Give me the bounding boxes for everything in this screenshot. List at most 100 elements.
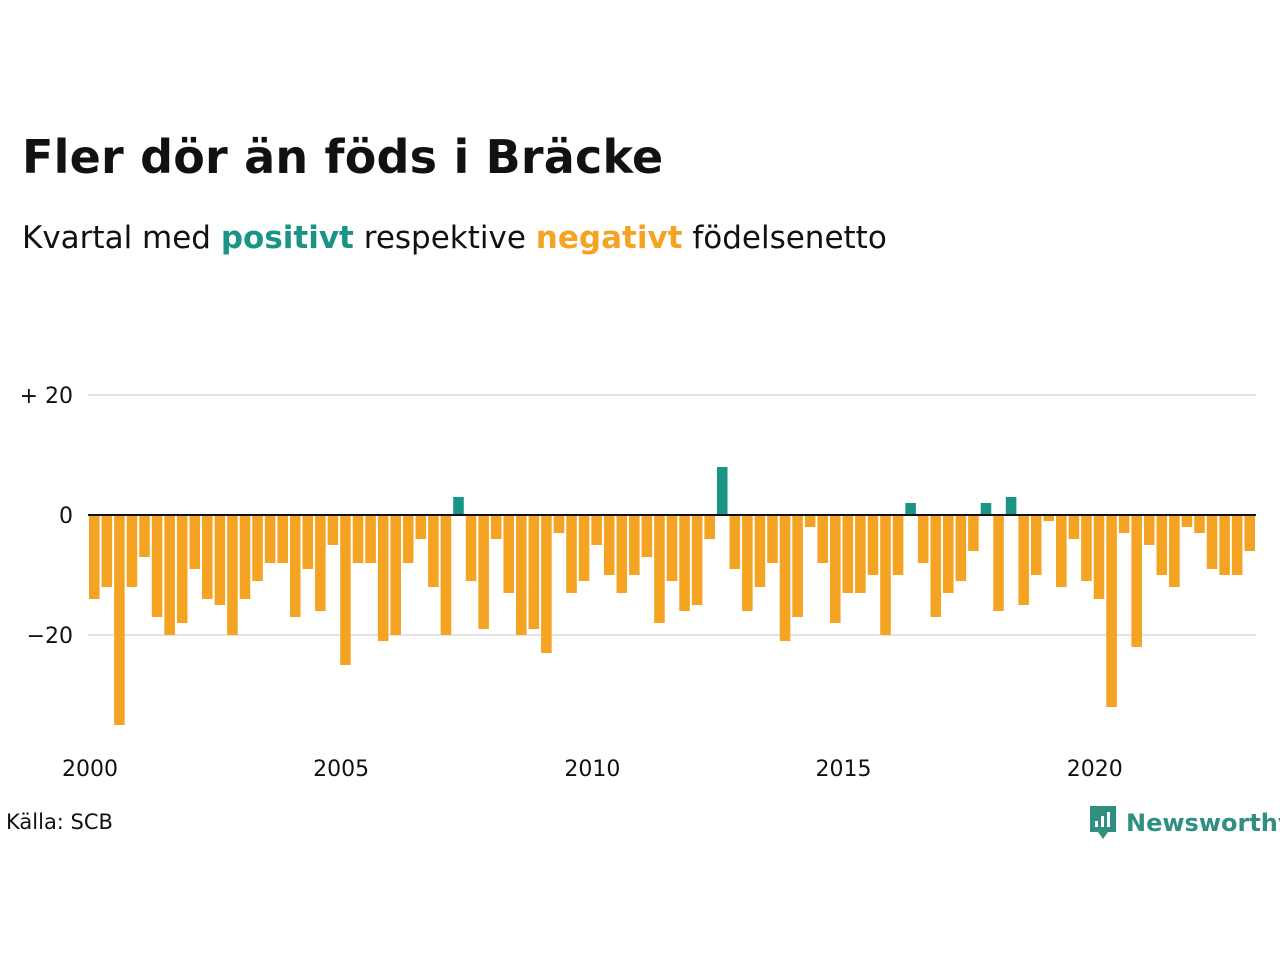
bar: [880, 515, 891, 635]
bar: [377, 515, 389, 641]
bar: [930, 515, 942, 617]
bar: [1231, 515, 1243, 575]
bar: [503, 515, 515, 593]
bar: [139, 515, 150, 557]
bar: [943, 515, 954, 593]
bar: [742, 515, 753, 611]
bar: [654, 515, 665, 623]
bar: [1131, 515, 1142, 647]
x-tick-label: 2010: [564, 757, 620, 782]
bar: [842, 515, 854, 593]
bar: [101, 515, 113, 587]
bar: [1206, 515, 1218, 569]
bar: [1181, 515, 1193, 527]
bar: [227, 515, 238, 635]
bars: [89, 467, 1255, 725]
bar: [1143, 515, 1155, 545]
x-tick-label: 2000: [62, 757, 118, 782]
bar: [327, 515, 339, 545]
bar: [151, 515, 163, 617]
bar: [1056, 515, 1067, 587]
bar: [917, 515, 929, 563]
bar: [892, 515, 904, 575]
bar: [829, 515, 841, 623]
bar: [1005, 497, 1017, 515]
bar: [603, 515, 615, 575]
bar: [955, 515, 967, 581]
bar: [352, 515, 364, 563]
bar: [239, 515, 251, 599]
bar: [302, 515, 314, 569]
bar: [754, 515, 766, 587]
y-axis-ticks: + 20 0 −20: [20, 384, 73, 649]
bar: [666, 515, 678, 581]
bar: [855, 515, 866, 593]
bar: [390, 515, 401, 635]
bar: [164, 515, 175, 635]
x-axis-ticks: 2000 2005 2010 2015 2020: [62, 757, 1123, 782]
bar: [1030, 515, 1042, 575]
bar: [89, 515, 100, 599]
bar: [729, 515, 741, 569]
bar: [277, 515, 288, 563]
bar: [1194, 515, 1205, 533]
bar: [1093, 515, 1105, 599]
bar: [315, 515, 326, 611]
bar: [176, 515, 188, 623]
bar: [905, 503, 916, 515]
bar: [679, 515, 690, 611]
bar: [252, 515, 263, 581]
y-tick-label: −20: [27, 624, 73, 649]
bar: [490, 515, 502, 539]
bar: [566, 515, 577, 593]
bar: [478, 515, 489, 629]
bar: [641, 515, 653, 557]
grid-lines: [88, 394, 1256, 636]
bar: [629, 515, 640, 575]
y-tick-label: + 20: [20, 384, 73, 409]
bar: [516, 515, 527, 635]
bar: [980, 503, 992, 515]
bar: [264, 515, 276, 563]
bar: [189, 515, 201, 569]
bar: [993, 515, 1004, 611]
bar: [214, 515, 226, 605]
bar: [1043, 515, 1055, 521]
bar: [340, 515, 351, 665]
subtitle-suffix: födelsenetto: [692, 220, 887, 256]
subtitle-positive-label: positivt: [220, 220, 354, 256]
x-tick-label: 2015: [816, 757, 872, 782]
bar: [867, 515, 879, 575]
bar: [289, 515, 301, 617]
bar: [1156, 515, 1168, 575]
y-tick-label: 0: [59, 504, 73, 529]
bar: [578, 515, 590, 581]
subtitle-negative-label: negativt: [535, 220, 683, 256]
source-note: Källa: SCB: [6, 810, 113, 834]
bar: [968, 515, 979, 551]
bar: [691, 515, 703, 605]
bar: [804, 515, 816, 527]
bar: [402, 515, 414, 563]
bar: [126, 515, 138, 587]
bar: [541, 515, 552, 653]
bar: [1118, 515, 1130, 533]
bar: [1244, 515, 1255, 551]
bar: [1018, 515, 1029, 605]
brand: Newsworthy: [1088, 804, 1280, 842]
bar: [1068, 515, 1080, 539]
bar: [1169, 515, 1180, 587]
bar: [1219, 515, 1230, 575]
subtitle-prefix: Kvartal med: [22, 220, 211, 256]
bar: [616, 515, 628, 593]
subtitle-middle: respektive: [363, 220, 526, 256]
bar: [440, 515, 452, 635]
bar: [415, 515, 427, 539]
bar: [428, 515, 439, 587]
x-tick-label: 2005: [313, 757, 369, 782]
bar: [1106, 515, 1117, 707]
bar: [202, 515, 213, 599]
bar: [553, 515, 565, 533]
bar: [767, 515, 778, 563]
bar: [779, 515, 791, 641]
